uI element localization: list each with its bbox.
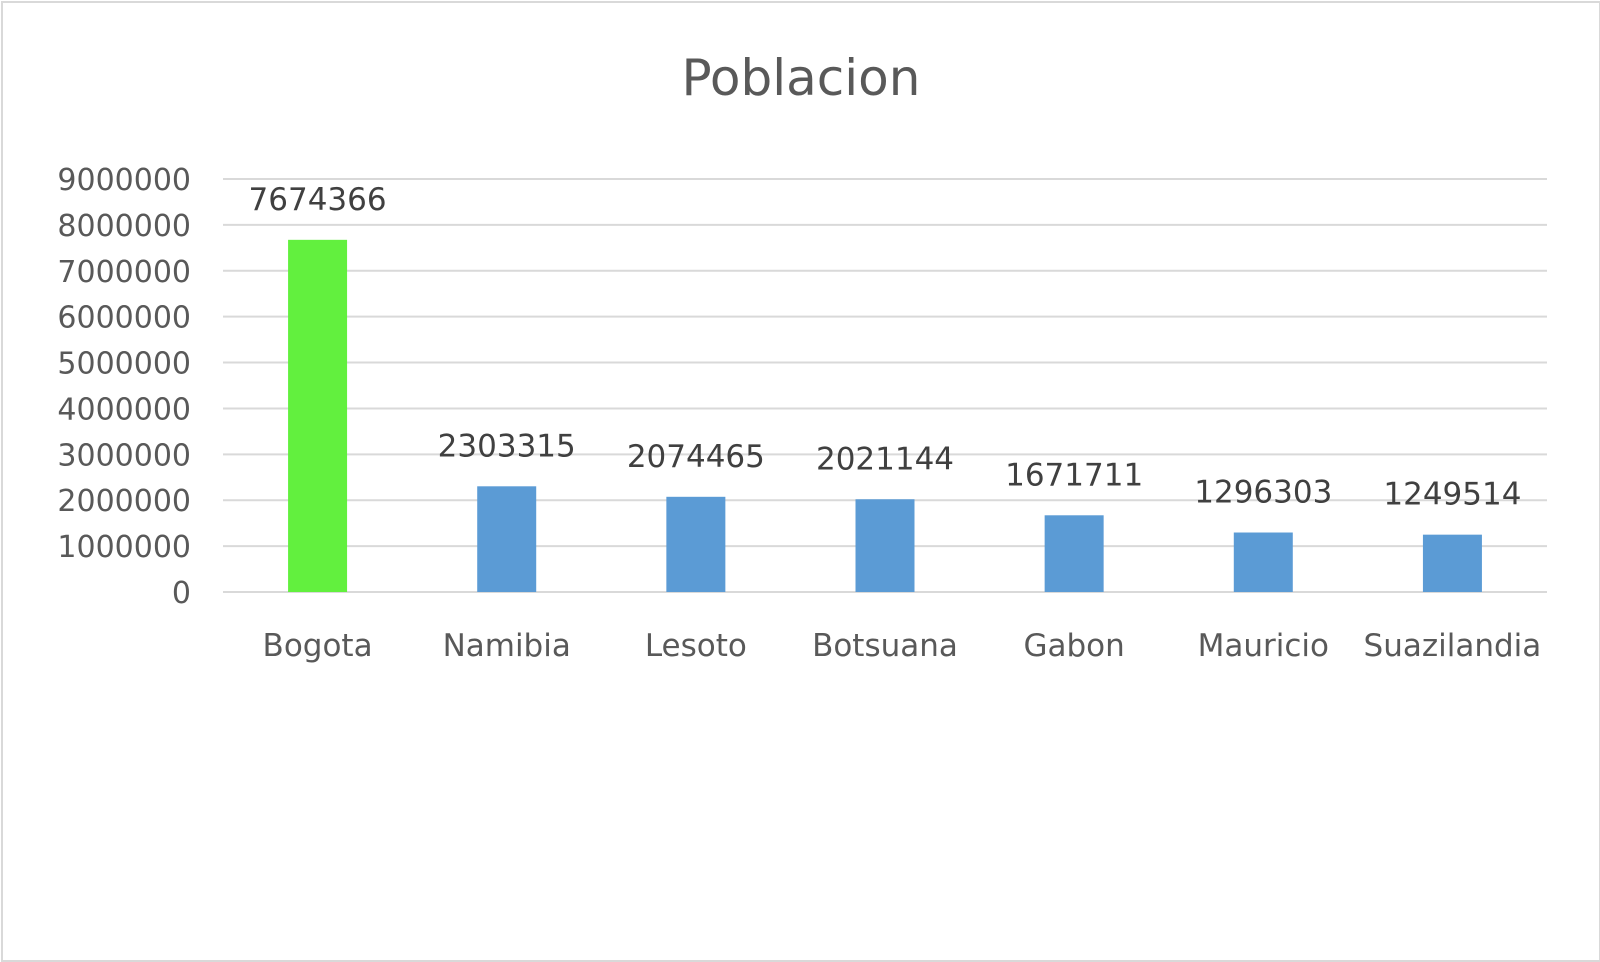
y-tick-label: 6000000: [57, 301, 191, 336]
x-category-label: Bogota: [263, 628, 373, 664]
data-label: 2074465: [627, 439, 765, 475]
chart-title: Poblacion: [682, 49, 921, 107]
bars: [288, 239, 1482, 592]
bar-suazilandia: [1422, 534, 1482, 592]
y-axis-ticks: 0 1000000 2000000 3000000 4000000 5000000 6000…: [57, 163, 191, 611]
x-category-label: Suazilandia: [1364, 628, 1542, 664]
bar-mauricio: [1233, 532, 1293, 592]
x-category-label: Lesoto: [645, 628, 747, 664]
bar-gabon: [1044, 515, 1104, 592]
y-tick-label: 7000000: [57, 255, 191, 290]
x-category-label: Namibia: [443, 628, 571, 664]
x-axis-categories: Bogota Namibia Lesoto Botsuana Gabon Mauricio…: [263, 628, 1542, 664]
bar-namibia: [477, 486, 537, 592]
data-label: 1296303: [1194, 475, 1332, 511]
y-tick-label: 8000000: [57, 209, 191, 244]
y-tick-label: 5000000: [57, 347, 191, 382]
data-label: 7674366: [249, 182, 387, 218]
y-tick-label: 3000000: [57, 438, 191, 473]
y-tick-label: 9000000: [57, 163, 191, 198]
bar-bogota: [288, 239, 348, 592]
x-category-label: Botsuana: [812, 628, 958, 664]
y-tick-label: 0: [172, 576, 191, 611]
x-category-label: Gabon: [1023, 628, 1124, 664]
data-label: 2303315: [438, 428, 576, 464]
y-tick-label: 4000000: [57, 392, 191, 427]
data-label: 1249514: [1383, 477, 1521, 513]
data-label: 2021144: [816, 441, 954, 477]
data-label: 1671711: [1005, 457, 1143, 493]
x-category-label: Mauricio: [1198, 628, 1329, 664]
bar-chart: Poblacion 0 1000000 2000000 3000000 4000000 5…: [57, 49, 1547, 664]
y-tick-label: 2000000: [57, 484, 191, 519]
data-labels: 7674366 2303315 2074465 2021144 1671711 12963…: [249, 182, 1522, 513]
gridlines: [223, 178, 1547, 593]
bar-lesoto: [666, 496, 726, 592]
y-tick-label: 1000000: [57, 530, 191, 565]
bar-botsuana: [855, 499, 915, 592]
